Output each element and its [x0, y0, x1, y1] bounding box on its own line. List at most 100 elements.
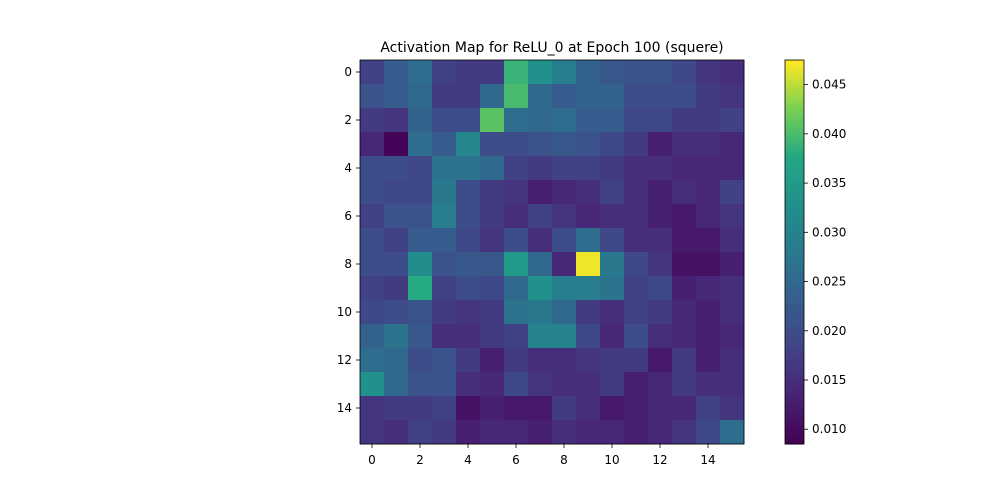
heatmap-cell — [408, 420, 433, 445]
heatmap-cell — [480, 300, 505, 325]
colorbar-gradient-segment — [785, 144, 804, 149]
colorbar-gradient-segment — [785, 180, 804, 185]
heatmap-cell — [624, 108, 649, 133]
colorbar-gradient-segment — [785, 428, 804, 433]
colorbar-gradient-segment — [785, 220, 804, 225]
colorbar-gradient-segment — [785, 268, 804, 273]
x-tick-label: 0 — [368, 453, 376, 467]
heatmap-cell — [504, 324, 529, 349]
colorbar-gradient-segment — [785, 224, 804, 229]
heatmap-cell — [648, 372, 673, 397]
colorbar-gradient-segment — [785, 76, 804, 81]
heatmap-cell — [432, 132, 457, 157]
heatmap-cell — [384, 228, 409, 253]
colorbar-gradient-segment — [785, 288, 804, 293]
heatmap-cell — [480, 276, 505, 301]
colorbar-gradient-segment — [785, 248, 804, 253]
heatmap-cell — [672, 324, 697, 349]
heatmap-cell — [576, 204, 601, 229]
colorbar-gradient-segment — [785, 384, 804, 389]
heatmap-cell — [576, 420, 601, 445]
heatmap-cell — [552, 420, 577, 445]
colorbar-gradient-segment — [785, 396, 804, 401]
colorbar-gradient-segment — [785, 256, 804, 261]
colorbar-gradient-segment — [785, 336, 804, 341]
colorbar: 0.010 0.015 0.020 0.025 0.030 0.035 0.040 0.045 — [784, 59, 846, 445]
colorbar-gradient-segment — [785, 232, 804, 237]
colorbar-gradient-segment — [785, 164, 804, 169]
colorbar-tick-label: 0.040 — [812, 127, 846, 141]
heatmap-cell — [456, 324, 481, 349]
heatmap-cell — [552, 204, 577, 229]
colorbar-gradient-segment — [785, 96, 804, 101]
heatmap-cell — [648, 108, 673, 133]
heatmap-cell — [672, 180, 697, 205]
colorbar-gradient-segment — [785, 416, 804, 421]
heatmap-cell — [720, 420, 745, 445]
colorbar-gradient-segment — [785, 356, 804, 361]
colorbar-tick-label: 0.045 — [812, 78, 846, 92]
heatmap-cell — [672, 108, 697, 133]
heatmap-cell — [456, 348, 481, 373]
heatmap-cell — [360, 108, 385, 133]
y-tick-label: 6 — [344, 209, 352, 223]
colorbar-gradient-segment — [785, 128, 804, 133]
heatmap-cell — [600, 276, 625, 301]
colorbar-gradient-segment — [785, 380, 804, 385]
heatmap-cell — [360, 180, 385, 205]
colorbar-gradient-segment — [785, 304, 804, 309]
colorbar-gradient-segment — [785, 240, 804, 245]
colorbar-gradient-segment — [785, 308, 804, 313]
heatmap-cell — [696, 132, 721, 157]
heatmap-cell — [360, 372, 385, 397]
x-tick-label: 8 — [560, 453, 568, 467]
heatmap-cell — [360, 420, 385, 445]
colorbar-gradient-segment — [785, 80, 804, 85]
heatmap-cell — [720, 180, 745, 205]
colorbar-gradient-segment — [785, 284, 804, 289]
heatmap-cell — [624, 420, 649, 445]
heatmap-cell — [408, 300, 433, 325]
heatmap-cell — [528, 348, 553, 373]
heatmap-cell — [432, 228, 457, 253]
heatmap-cell — [456, 252, 481, 277]
heatmap-cell — [456, 396, 481, 421]
colorbar-gradient-segment — [785, 316, 804, 321]
heatmap-cell — [552, 156, 577, 181]
heatmap-cell — [624, 228, 649, 253]
heatmap-cell — [360, 300, 385, 325]
heatmap-cell — [576, 324, 601, 349]
heatmap-cell — [384, 420, 409, 445]
colorbar-tick-label: 0.020 — [812, 324, 846, 338]
heatmap-cell — [504, 84, 529, 109]
heatmap-cell — [600, 108, 625, 133]
heatmap-cell — [408, 108, 433, 133]
heatmap-cell — [600, 156, 625, 181]
heatmap-cell — [624, 60, 649, 85]
heatmap-cell — [456, 204, 481, 229]
heatmap-cell — [432, 204, 457, 229]
heatmap-cell — [552, 300, 577, 325]
heatmap-cell — [432, 396, 457, 421]
heatmap-cell — [552, 372, 577, 397]
heatmap-cell — [480, 108, 505, 133]
colorbar-frame — [784, 59, 805, 445]
heatmap-cell — [528, 204, 553, 229]
heatmap-cell — [696, 300, 721, 325]
colorbar-gradient-segment — [785, 328, 804, 333]
heatmap-cell — [600, 396, 625, 421]
colorbar-gradient-segment — [785, 272, 804, 277]
colorbar-tick-label: 0.015 — [812, 373, 846, 387]
heatmap-cell — [696, 396, 721, 421]
heatmap-cell — [648, 228, 673, 253]
colorbar-gradient-segment — [785, 244, 804, 249]
heatmap-cell — [480, 372, 505, 397]
heatmap-cell — [720, 84, 745, 109]
heatmap-cell — [480, 180, 505, 205]
heatmap-cell — [672, 60, 697, 85]
heatmap-cell — [552, 228, 577, 253]
heatmap-cell — [360, 204, 385, 229]
heatmap-cell — [672, 420, 697, 445]
heatmap-cell — [432, 180, 457, 205]
